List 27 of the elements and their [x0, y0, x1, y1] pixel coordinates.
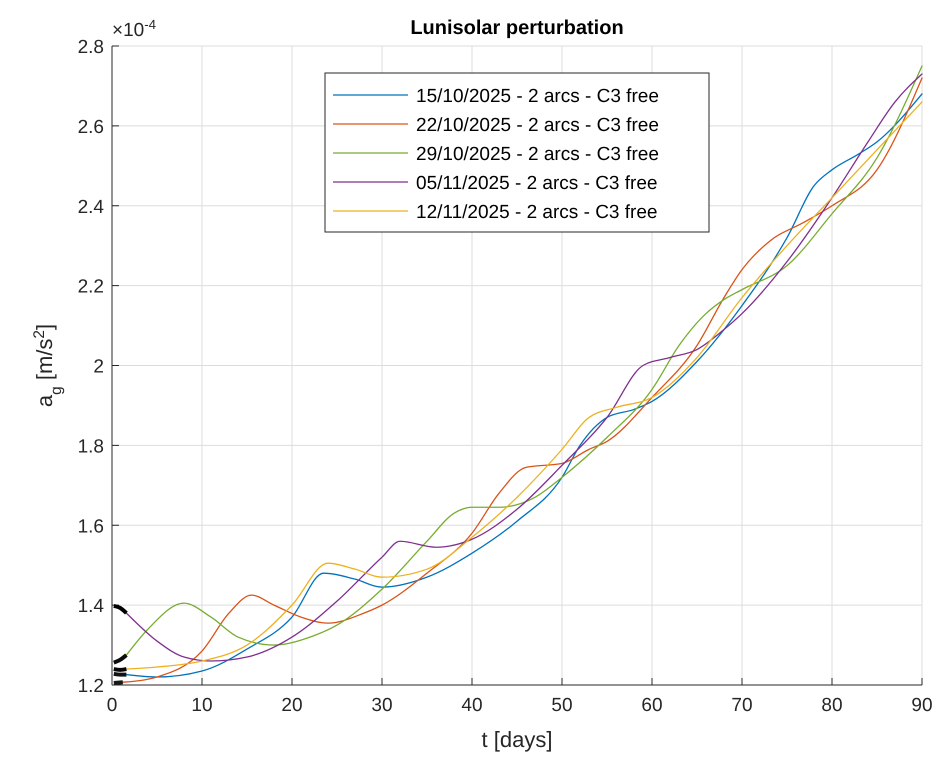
x-tick-label: 50	[551, 695, 573, 716]
legend-label: 29/10/2025 - 2 arcs - C3 free	[416, 144, 659, 165]
x-tick-label: 20	[281, 695, 303, 716]
y-tick-label: 2	[93, 356, 104, 378]
x-tick-label: 90	[911, 695, 933, 716]
x-tick-label: 30	[371, 695, 393, 716]
x-tick-label: 40	[461, 695, 483, 716]
x-tick-label: 60	[641, 695, 663, 716]
y-tick-label: 1.6	[78, 516, 104, 538]
legend-label: 05/11/2025 - 2 arcs - C3 free	[416, 173, 658, 194]
legend-label: 15/10/2025 - 2 arcs - C3 free	[416, 86, 659, 107]
legend-label: 12/11/2025 - 2 arcs - C3 free	[416, 202, 658, 223]
x-tick-label: 70	[731, 695, 753, 716]
x-axis-title: t [days]	[482, 727, 552, 752]
y-tick-label: 1.2	[78, 676, 104, 697]
x-tick-label: 80	[821, 695, 843, 716]
chart-title: Lunisolar perturbation	[410, 17, 624, 39]
y-tick-label: 2.8	[78, 37, 104, 58]
text: ×10$^{-4}$	[112, 16, 156, 41]
y-tick-label: 2.4	[78, 196, 104, 218]
y-tick-label: 1.4	[78, 596, 104, 618]
y-tick-label: 1.8	[78, 436, 104, 458]
x-tick-label: 0	[106, 695, 118, 716]
legend-label: 22/10/2025 - 2 arcs - C3 free	[416, 115, 659, 136]
y-tick-label: 2.6	[78, 116, 104, 138]
x-tick-label: 10	[191, 695, 213, 716]
y-tick-label: 2.2	[78, 276, 104, 298]
